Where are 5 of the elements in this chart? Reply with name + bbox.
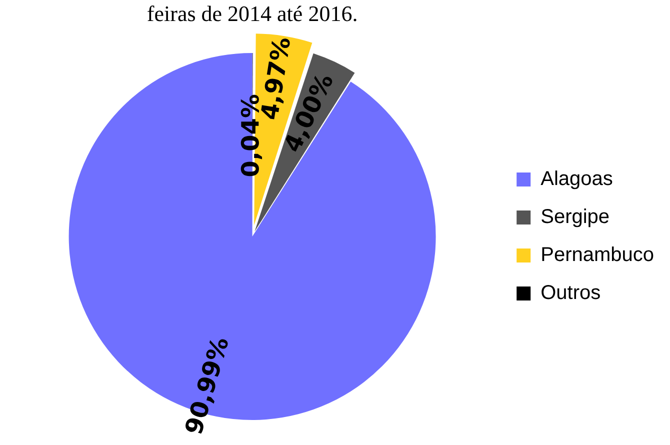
legend-label: Alagoas [540,168,613,190]
legend-label: Pernambuco [540,244,654,266]
legend-label: Sergipe [540,206,610,228]
chart-title: feiras de 2014 até 2016. [146,0,358,26]
legend-label: Outros [540,282,601,304]
